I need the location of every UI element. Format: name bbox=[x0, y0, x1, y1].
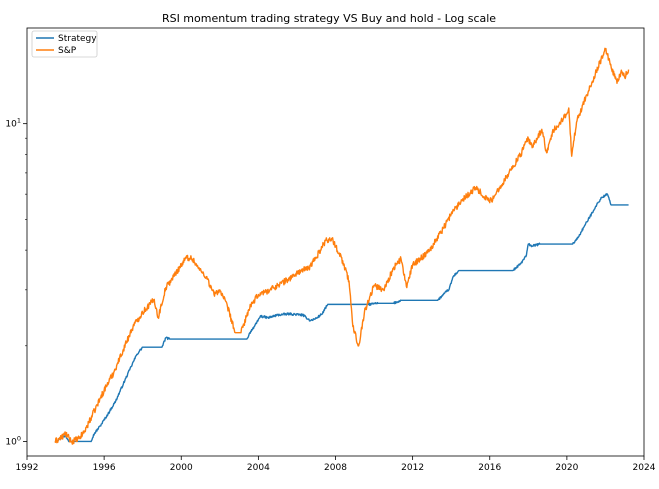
legend: Strategy S&P bbox=[31, 30, 98, 58]
y-tick-label-1: 100 bbox=[5, 434, 21, 447]
x-tick-label-2024: 2024 bbox=[633, 463, 656, 473]
series-line-s-p bbox=[54, 47, 630, 445]
x-tick-label-1996: 1996 bbox=[93, 463, 116, 473]
x-tick-label-2000: 2000 bbox=[170, 463, 193, 473]
legend-label-sp: S&P bbox=[58, 46, 77, 56]
x-axis: 1992 1996 2000 2004 2008 2012 2016 2020 2024 bbox=[16, 456, 656, 473]
y-tick-label-10: 101 bbox=[5, 117, 21, 130]
x-tick-label-2020: 2020 bbox=[555, 463, 578, 473]
y-axis: 100 101 bbox=[5, 117, 27, 447]
x-tick-label-2016: 2016 bbox=[478, 463, 501, 473]
x-tick-label-2004: 2004 bbox=[247, 463, 270, 473]
series-line-strategy bbox=[54, 193, 629, 443]
x-tick-label-2012: 2012 bbox=[401, 463, 424, 473]
x-tick-label-2008: 2008 bbox=[324, 463, 347, 473]
x-tick-label-1992: 1992 bbox=[16, 463, 39, 473]
series-layer bbox=[54, 47, 630, 445]
chart-title: RSI momentum trading strategy VS Buy and… bbox=[162, 12, 496, 25]
legend-label-strategy: Strategy bbox=[58, 34, 97, 44]
